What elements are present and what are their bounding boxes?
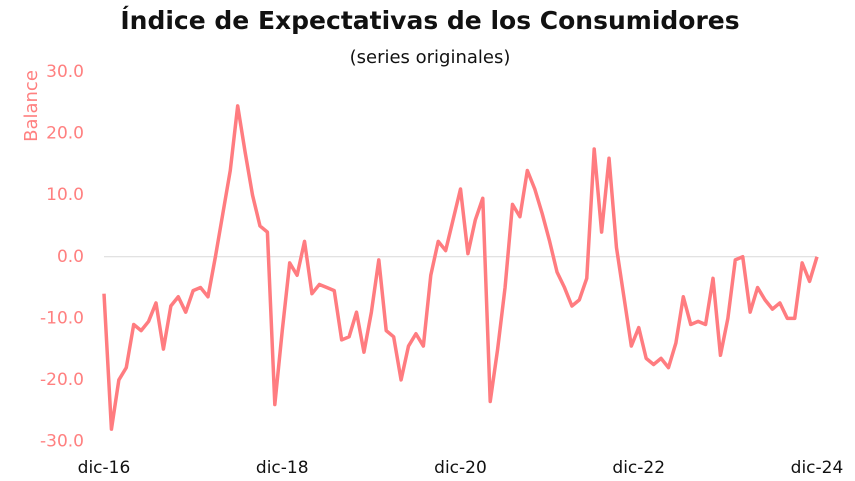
chart-subtitle: (series originales): [350, 47, 511, 68]
x-tick-label: dic-24: [791, 458, 844, 478]
chart-title: Índice de Expectativas de los Consumidor…: [120, 6, 739, 35]
y-tick-label: 20.0: [46, 124, 84, 144]
y-tick-label: -30.0: [40, 432, 84, 452]
y-tick-label: 30.0: [46, 62, 84, 82]
y-tick-label: -20.0: [40, 370, 84, 390]
x-tick-label: dic-16: [78, 458, 131, 478]
y-tick-label: -10.0: [40, 308, 84, 328]
y-tick-label: 0.0: [57, 247, 84, 267]
y-tick-label: 10.0: [46, 185, 84, 205]
x-tick-label: dic-22: [612, 458, 665, 478]
y-axis-label: Balance: [21, 70, 42, 142]
x-tick-label: dic-20: [434, 458, 487, 478]
x-tick-label: dic-18: [256, 458, 309, 478]
series-line: [102, 104, 819, 431]
